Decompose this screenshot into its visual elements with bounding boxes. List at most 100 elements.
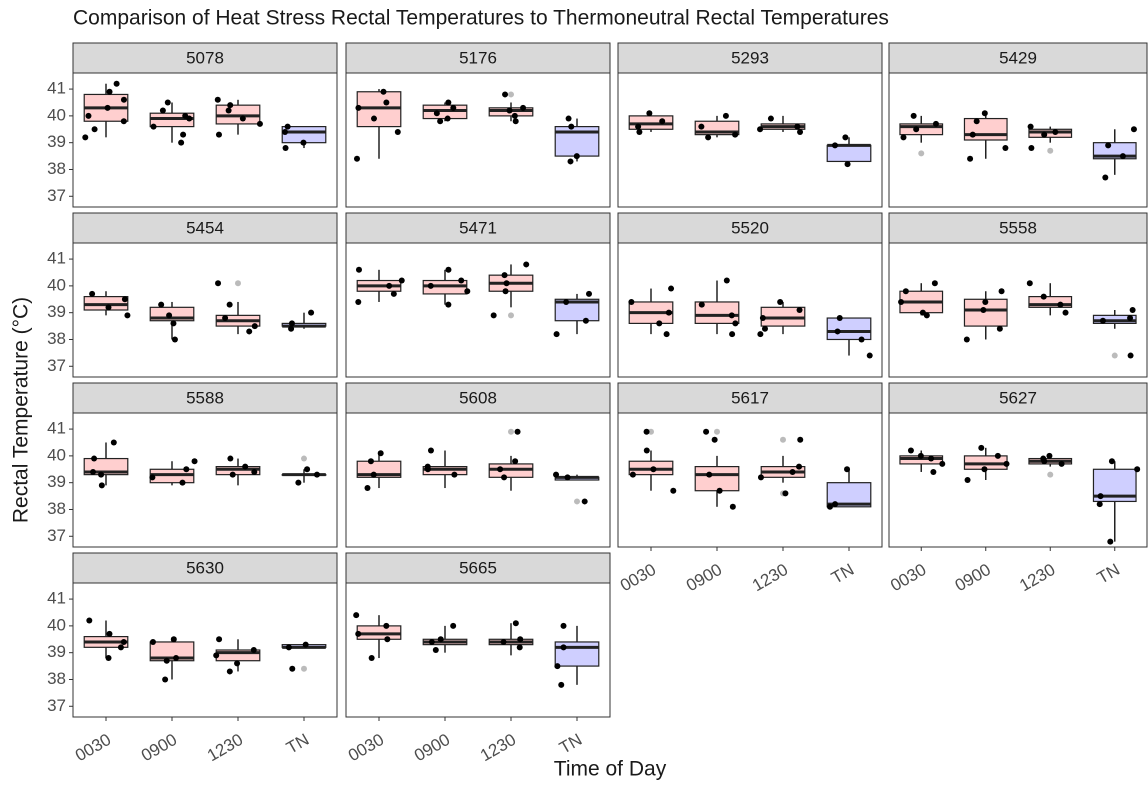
x-tick-label: 0030 bbox=[72, 730, 114, 765]
point bbox=[516, 644, 523, 651]
point bbox=[288, 325, 295, 332]
point bbox=[367, 458, 374, 465]
point bbox=[450, 104, 457, 111]
point bbox=[226, 301, 233, 308]
x-tick-label: 0900 bbox=[952, 560, 994, 595]
point bbox=[643, 447, 650, 454]
point bbox=[553, 471, 560, 478]
x-tick-label: TN bbox=[1094, 560, 1123, 588]
point bbox=[433, 110, 440, 117]
point bbox=[353, 612, 360, 619]
point bbox=[981, 110, 988, 117]
point bbox=[89, 290, 96, 297]
point bbox=[512, 620, 519, 627]
panel bbox=[617, 412, 883, 548]
point bbox=[831, 142, 838, 149]
point bbox=[1027, 123, 1034, 130]
point bbox=[458, 277, 465, 284]
point bbox=[1041, 458, 1048, 465]
box bbox=[694, 466, 740, 492]
point bbox=[295, 479, 302, 486]
point bbox=[246, 328, 253, 335]
strip-label: 5627 bbox=[999, 388, 1037, 407]
point bbox=[251, 468, 258, 475]
point bbox=[502, 91, 509, 98]
point bbox=[186, 115, 193, 122]
point bbox=[511, 112, 518, 119]
strip-label: 5558 bbox=[999, 218, 1037, 237]
point bbox=[120, 118, 127, 125]
point bbox=[170, 636, 177, 643]
point bbox=[564, 474, 571, 481]
point bbox=[171, 336, 178, 343]
point bbox=[234, 660, 241, 667]
point bbox=[180, 131, 187, 138]
point bbox=[767, 115, 774, 122]
x-tick-label: 1230 bbox=[749, 560, 791, 595]
point bbox=[553, 331, 560, 338]
point bbox=[464, 288, 471, 295]
outlier bbox=[508, 312, 514, 319]
strip bbox=[888, 42, 1148, 74]
y-tick-label: 40 bbox=[47, 275, 66, 294]
y-tick-label: 38 bbox=[47, 669, 66, 688]
strip-label: 5471 bbox=[459, 218, 497, 237]
point bbox=[723, 277, 730, 284]
strip-label: 5429 bbox=[999, 48, 1037, 67]
panel bbox=[617, 72, 883, 208]
y-tick-label: 38 bbox=[47, 159, 66, 178]
strip-label: 5608 bbox=[459, 388, 497, 407]
point bbox=[451, 471, 458, 478]
y-tick-label: 38 bbox=[47, 499, 66, 518]
point bbox=[251, 323, 258, 330]
point bbox=[1127, 315, 1134, 322]
point bbox=[994, 452, 1001, 459]
point bbox=[398, 277, 405, 284]
point bbox=[520, 104, 527, 111]
point bbox=[560, 622, 567, 629]
point bbox=[282, 128, 289, 135]
point bbox=[1129, 307, 1136, 313]
point bbox=[761, 325, 768, 332]
point bbox=[164, 99, 171, 106]
point bbox=[567, 158, 574, 165]
point bbox=[757, 126, 764, 133]
point bbox=[427, 447, 434, 454]
point bbox=[1028, 145, 1035, 152]
point bbox=[163, 657, 170, 664]
point bbox=[643, 428, 650, 435]
box bbox=[149, 641, 195, 662]
point bbox=[732, 131, 739, 138]
point bbox=[698, 301, 705, 308]
point bbox=[124, 312, 131, 319]
point bbox=[490, 312, 497, 319]
y-tick-label: 41 bbox=[47, 79, 66, 98]
x-axis-title: Time of Day bbox=[554, 758, 667, 781]
outlier bbox=[1047, 471, 1054, 478]
point bbox=[898, 298, 905, 305]
point bbox=[1026, 280, 1033, 287]
point bbox=[663, 331, 670, 338]
point bbox=[383, 622, 390, 629]
strip-label: 5630 bbox=[186, 558, 224, 577]
y-tick-label: 37 bbox=[47, 526, 66, 545]
point bbox=[173, 655, 180, 662]
point bbox=[629, 471, 636, 478]
point bbox=[383, 99, 390, 106]
point bbox=[1130, 126, 1137, 133]
x-tick-label: 1230 bbox=[477, 730, 519, 765]
x-tick-label: 1230 bbox=[1016, 560, 1058, 595]
strip-label: 5176 bbox=[459, 48, 497, 67]
point bbox=[424, 466, 431, 473]
point bbox=[213, 652, 220, 659]
point bbox=[964, 477, 971, 483]
point bbox=[1097, 493, 1104, 500]
point bbox=[370, 115, 377, 122]
point bbox=[98, 482, 105, 489]
point bbox=[932, 120, 939, 127]
point bbox=[796, 463, 803, 470]
outlier bbox=[780, 436, 786, 443]
point bbox=[370, 471, 377, 478]
point bbox=[120, 96, 127, 103]
y-tick-label: 37 bbox=[47, 186, 66, 205]
